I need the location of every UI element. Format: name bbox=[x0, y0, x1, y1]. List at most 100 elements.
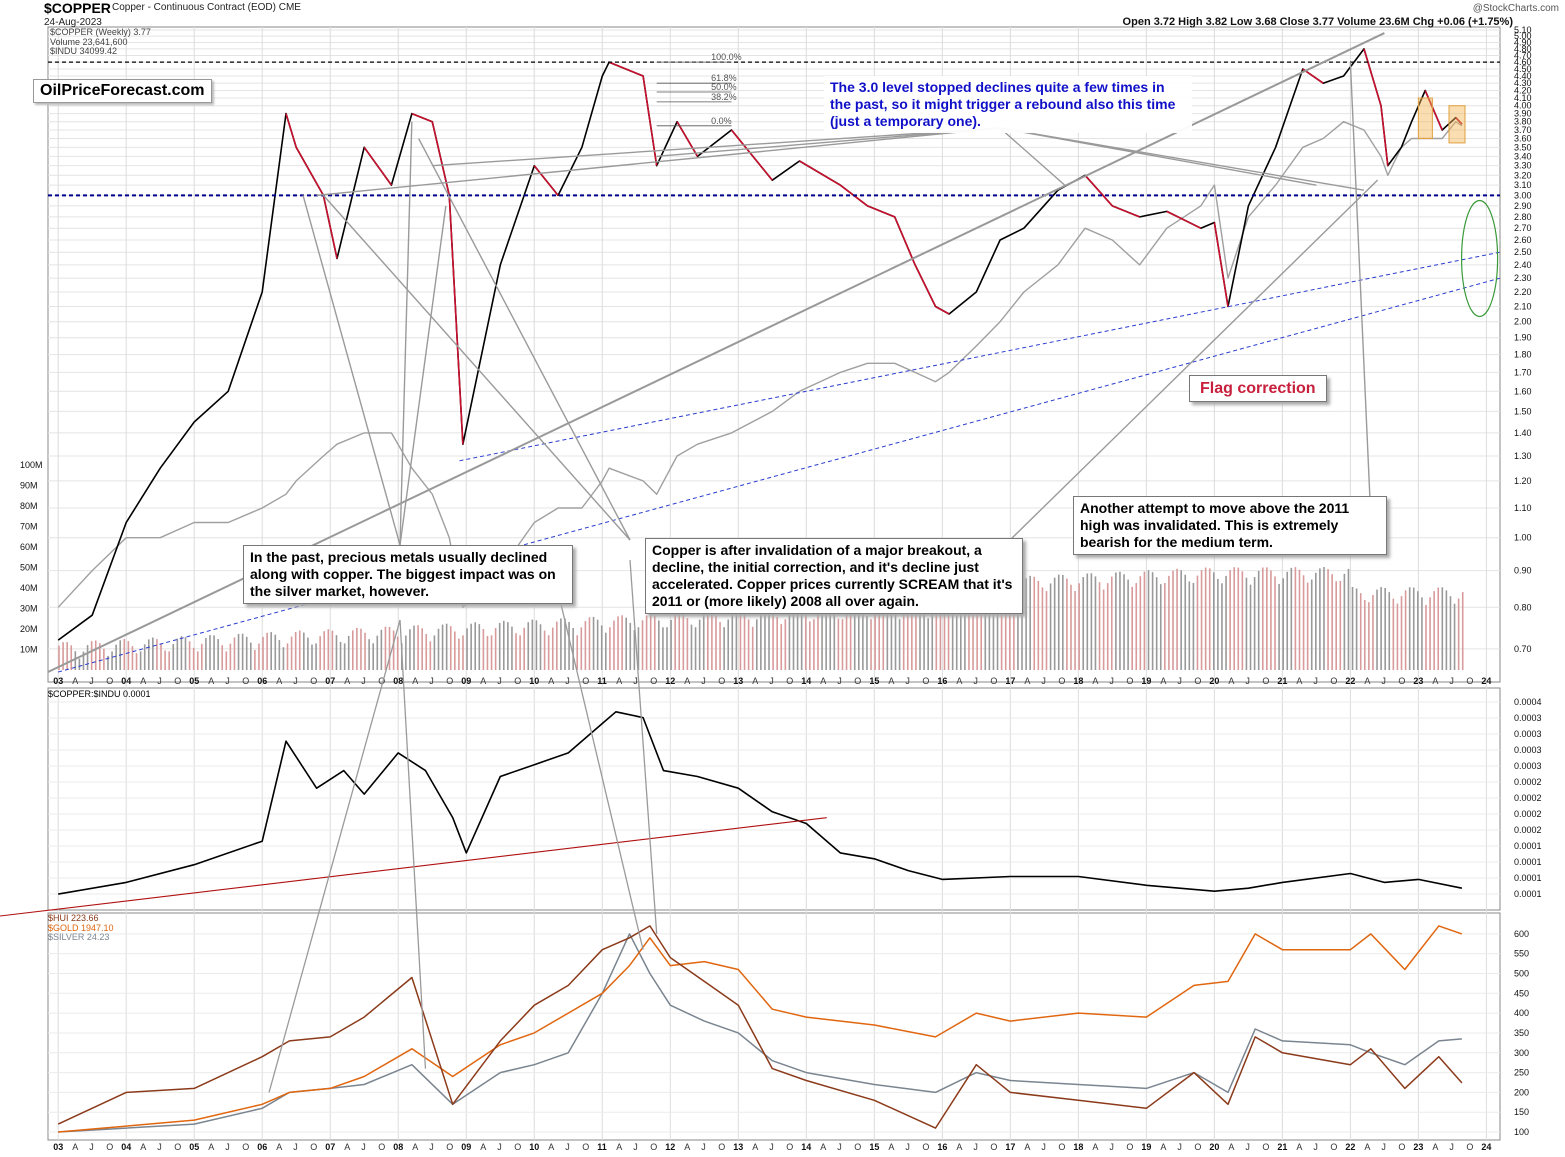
copper-down-segment bbox=[799, 160, 841, 186]
metals-tick-label: 400 bbox=[1514, 1008, 1529, 1018]
month-label: J bbox=[1381, 1142, 1386, 1152]
brand-watermark: @StockCharts.com bbox=[1472, 3, 1559, 14]
month-label: J bbox=[565, 676, 570, 686]
annotation-pointer bbox=[268, 619, 401, 1093]
year-label: 21 bbox=[1277, 1142, 1287, 1152]
copper-down-segment bbox=[730, 129, 773, 181]
price-tick-label: 1.80 bbox=[1514, 350, 1532, 360]
ratio-tick-label: 0.0002 bbox=[1514, 793, 1542, 803]
month-label: A bbox=[1092, 1142, 1098, 1152]
year-label: 20 bbox=[1209, 676, 1219, 686]
year-label: 03 bbox=[53, 676, 63, 686]
ratio-panel-frame bbox=[47, 687, 1501, 911]
year-label: 21 bbox=[1277, 676, 1287, 686]
year-label: 22 bbox=[1345, 676, 1355, 686]
year-label: 22 bbox=[1345, 1142, 1355, 1152]
month-label: O bbox=[922, 1142, 929, 1152]
month-label: J bbox=[1177, 1142, 1182, 1152]
year-label: 10 bbox=[529, 676, 539, 686]
price-tick-label: 4.10 bbox=[1514, 93, 1532, 103]
month-label: A bbox=[276, 1142, 282, 1152]
month-label: O bbox=[1058, 1142, 1065, 1152]
fib-label: 50.0% bbox=[711, 82, 737, 92]
month-label: O bbox=[106, 1142, 113, 1152]
price-tick-label: 5.10 bbox=[1514, 25, 1532, 35]
month-label: A bbox=[1228, 676, 1234, 686]
volume-tick-label: 70M bbox=[20, 522, 38, 532]
month-label: A bbox=[684, 676, 690, 686]
annotation-pointer bbox=[1009, 179, 1379, 541]
ratio-tick-label: 0.0003 bbox=[1514, 729, 1542, 739]
month-label: A bbox=[480, 1142, 486, 1152]
month-label: O bbox=[786, 1142, 793, 1152]
copper-down-segment bbox=[1112, 205, 1140, 218]
copper-down-segment bbox=[363, 146, 393, 186]
year-label: 06 bbox=[257, 676, 267, 686]
copper-down-segment bbox=[1363, 48, 1382, 106]
month-label: A bbox=[412, 676, 418, 686]
price-tick-label: 1.10 bbox=[1514, 503, 1532, 513]
price-tick-label: 3.00 bbox=[1514, 190, 1532, 200]
ratio-tick-label: 0.0004 bbox=[1514, 697, 1542, 707]
series-ratio-line bbox=[58, 710, 1463, 895]
annotation-copper-breakout: Copper is after invalidation of a major … bbox=[645, 538, 1023, 614]
price-tick-label: 3.70 bbox=[1514, 125, 1532, 135]
annotation-pointer bbox=[316, 127, 1001, 197]
ratio-tick-label: 0.0001 bbox=[1514, 873, 1542, 883]
chart-subtitle: Copper - Continuous Contract (EOD) CME bbox=[112, 2, 301, 13]
year-label: 11 bbox=[597, 676, 607, 686]
month-label: J bbox=[157, 1142, 162, 1152]
month-label: A bbox=[208, 1142, 214, 1152]
month-label: O bbox=[854, 1142, 861, 1152]
flag-box-1 bbox=[1417, 97, 1433, 140]
chart-ticker: $COPPER bbox=[44, 0, 111, 16]
metals-tick-label: 500 bbox=[1514, 968, 1529, 978]
year-label: 04 bbox=[121, 676, 131, 686]
series-hui-line bbox=[57, 925, 1463, 1129]
month-label: J bbox=[769, 676, 774, 686]
month-label: J bbox=[973, 1142, 978, 1152]
price-tick-label: 3.60 bbox=[1514, 134, 1532, 144]
copper-down-segment bbox=[448, 195, 464, 445]
price-tick-label: 3.50 bbox=[1514, 142, 1532, 152]
month-label: A bbox=[1024, 1142, 1030, 1152]
price-tick-label: 2.30 bbox=[1514, 273, 1532, 283]
month-label: O bbox=[1330, 1142, 1337, 1152]
month-label: J bbox=[701, 1142, 706, 1152]
month-label: O bbox=[1262, 676, 1269, 686]
month-label: O bbox=[378, 676, 385, 686]
month-label: O bbox=[242, 676, 249, 686]
month-label: O bbox=[1398, 676, 1405, 686]
month-label: O bbox=[174, 676, 181, 686]
copper-down-segment bbox=[533, 165, 559, 196]
year-label: 13 bbox=[733, 1142, 743, 1152]
price-tick-label: 4.70 bbox=[1514, 50, 1532, 60]
target-ellipse bbox=[1460, 199, 1499, 318]
month-label: O bbox=[242, 1142, 249, 1152]
month-label: A bbox=[276, 676, 282, 686]
month-label: A bbox=[1296, 1142, 1302, 1152]
volume-tick-label: 80M bbox=[20, 501, 38, 511]
month-label: A bbox=[344, 1142, 350, 1152]
annotation-pointer bbox=[399, 619, 427, 1069]
price-tick-label: 2.70 bbox=[1514, 223, 1532, 233]
month-label: O bbox=[582, 676, 589, 686]
copper-down-segment bbox=[608, 61, 644, 77]
month-label: A bbox=[480, 676, 486, 686]
metals-tick-label: 450 bbox=[1514, 988, 1529, 998]
month-label: A bbox=[888, 1142, 894, 1152]
month-label: O bbox=[378, 1142, 385, 1152]
month-label: O bbox=[990, 676, 997, 686]
copper-down-segment bbox=[914, 264, 937, 307]
month-label: J bbox=[1313, 676, 1318, 686]
price-tick-label: 4.60 bbox=[1514, 57, 1532, 67]
price-tick-label: 2.10 bbox=[1514, 302, 1532, 312]
site-brand-box: OilPriceForecast.com bbox=[33, 79, 212, 103]
year-label: 09 bbox=[461, 676, 471, 686]
month-label: O bbox=[174, 1142, 181, 1152]
year-label: 14 bbox=[801, 1142, 811, 1152]
month-label: A bbox=[1432, 676, 1438, 686]
price-tick-label: 5.00 bbox=[1514, 31, 1532, 41]
month-label: J bbox=[905, 1142, 910, 1152]
legend-copper: $COPPER (Weekly) 3.77 bbox=[50, 27, 151, 37]
